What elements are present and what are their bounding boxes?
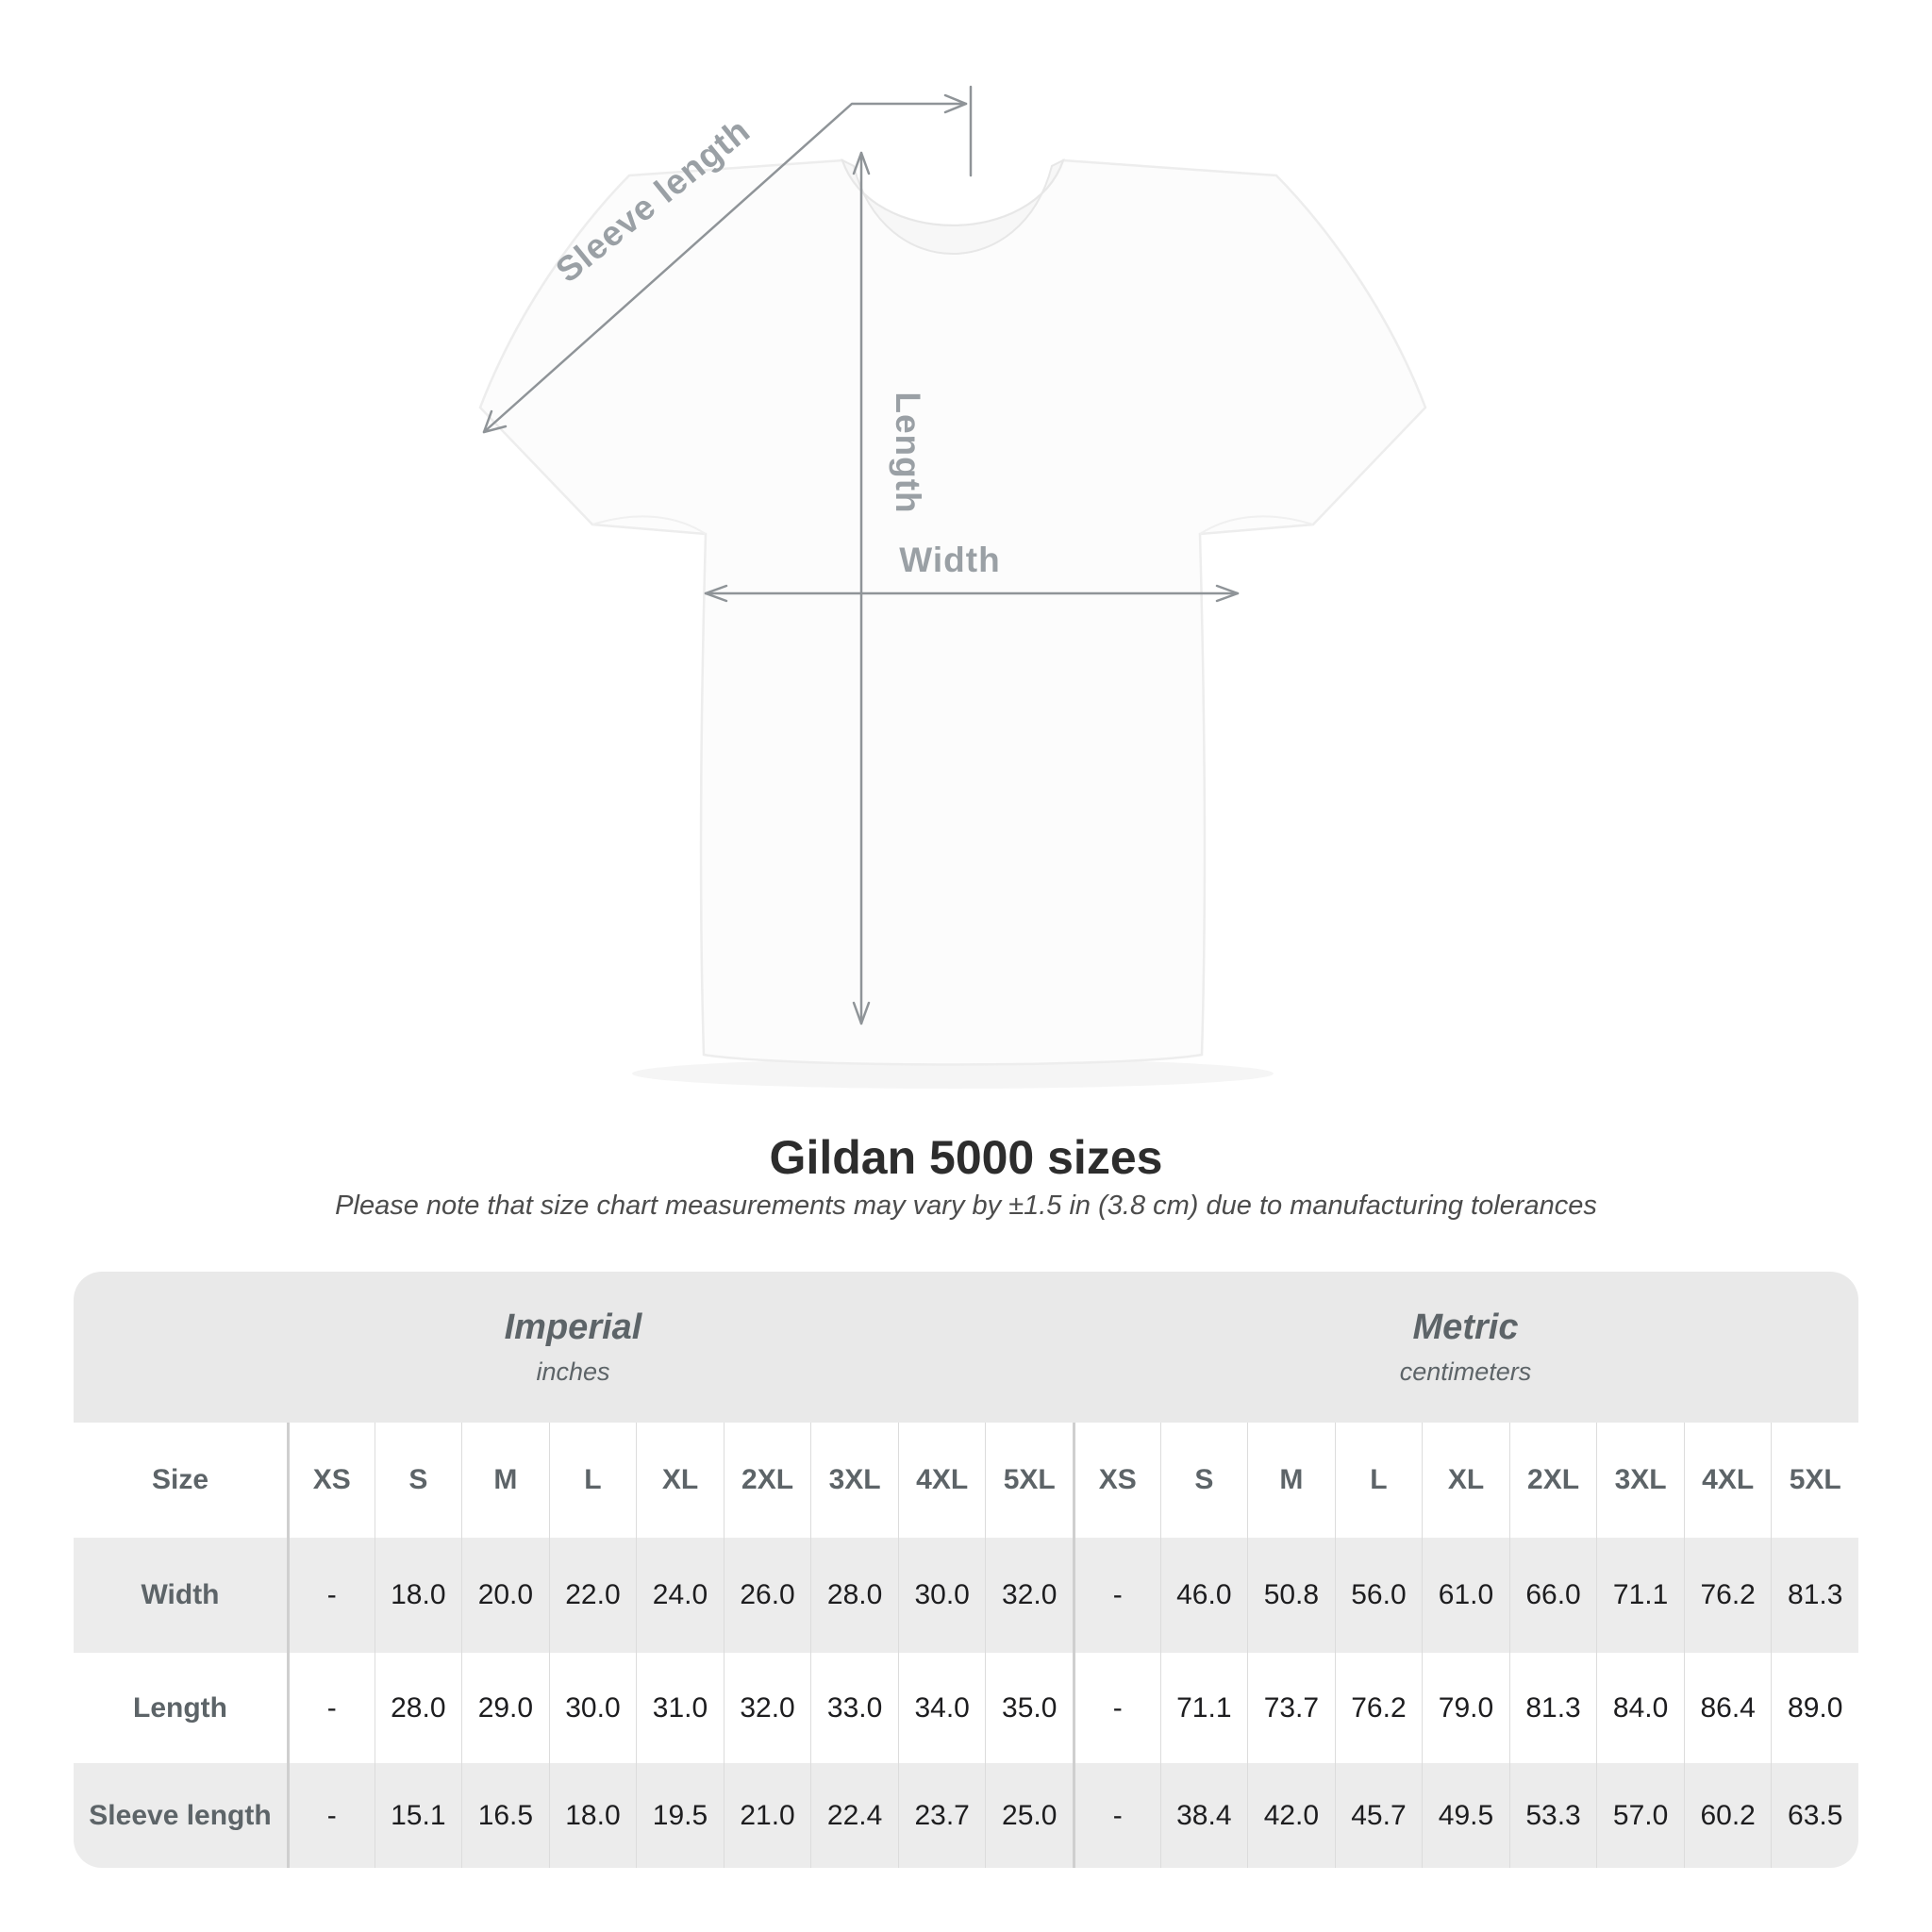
length-arrow: [852, 151, 871, 1025]
value-cell-imperial: 24.0: [636, 1538, 724, 1653]
value-cell-imperial: 29.0: [461, 1653, 549, 1763]
value-cell-metric: 81.3: [1508, 1653, 1597, 1763]
value-cell-imperial: 18.0: [548, 1763, 637, 1868]
value-cell-metric: 63.5: [1771, 1763, 1858, 1868]
value-cell-imperial: 32.0: [723, 1653, 811, 1763]
value-cell-metric: 76.2: [1334, 1653, 1423, 1763]
unit-group-header-row: Imperial inches Metric centimeters: [74, 1272, 1858, 1423]
tshirt-outline: [478, 158, 1427, 1066]
row-label: Length: [74, 1653, 287, 1763]
value-cell-imperial: 21.0: [723, 1763, 811, 1868]
value-cell-metric: 71.1: [1159, 1653, 1248, 1763]
value-cell-imperial: 15.1: [374, 1763, 462, 1868]
size-header-metric-4xl: 4XL: [1683, 1423, 1772, 1538]
size-header-metric-2xl: 2XL: [1508, 1423, 1597, 1538]
value-cell-metric: 84.0: [1596, 1653, 1684, 1763]
value-cell-metric: 56.0: [1334, 1538, 1423, 1653]
value-cell-metric: 53.3: [1508, 1763, 1597, 1868]
value-cell-metric: 38.4: [1159, 1763, 1248, 1868]
sleeve-length-arrow: [482, 85, 973, 434]
width-label: Width: [899, 541, 1000, 579]
value-cell-metric: 89.0: [1771, 1653, 1858, 1763]
value-cell-metric: 66.0: [1508, 1538, 1597, 1653]
size-header-imperial-4xl: 4XL: [897, 1423, 986, 1538]
size-header-imperial-s: S: [374, 1423, 462, 1538]
chart-title: Gildan 5000 sizes: [769, 1131, 1163, 1184]
value-cell-metric: 71.1: [1596, 1538, 1684, 1653]
value-cell-metric: 79.0: [1422, 1653, 1509, 1763]
imperial-group-header: Imperial inches: [74, 1272, 1073, 1423]
length-label: Length: [889, 391, 927, 513]
value-cell-imperial: 26.0: [723, 1538, 811, 1653]
value-cell-imperial: 30.0: [548, 1653, 637, 1763]
value-cell-imperial: 33.0: [810, 1653, 898, 1763]
size-header-imperial-3xl: 3XL: [810, 1423, 898, 1538]
value-cell-imperial: 30.0: [897, 1538, 986, 1653]
row-label: Sleeve length: [74, 1763, 287, 1868]
size-header-imperial-5xl: 5XL: [985, 1423, 1073, 1538]
value-cell-imperial: 28.0: [374, 1653, 462, 1763]
value-cell-imperial: -: [287, 1653, 375, 1763]
value-cell-metric: 81.3: [1771, 1538, 1858, 1653]
size-table-grid: Size XS S M L XL 2XL 3XL 4XL 5XL XS S M L XL 2XL 3XL 4XL 5…: [74, 1423, 1858, 1868]
value-cell-imperial: -: [287, 1763, 375, 1868]
size-header-metric-m: M: [1247, 1423, 1335, 1538]
value-cell-imperial: 34.0: [897, 1653, 986, 1763]
value-cell-metric: 46.0: [1159, 1538, 1248, 1653]
collar-band: [841, 158, 1065, 255]
size-header-metric-3xl: 3XL: [1596, 1423, 1684, 1538]
value-cell-metric: 76.2: [1683, 1538, 1772, 1653]
value-cell-imperial: 25.0: [985, 1763, 1073, 1868]
width-arrow: [704, 584, 1240, 603]
value-cell-metric: 50.8: [1247, 1538, 1335, 1653]
size-table: Imperial inches Metric centimeters Size X…: [74, 1272, 1858, 1868]
value-cell-imperial: 22.4: [810, 1763, 898, 1868]
value-cell-metric: 60.2: [1683, 1763, 1772, 1868]
value-cell-metric: 42.0: [1247, 1763, 1335, 1868]
value-cell-imperial: 35.0: [985, 1653, 1073, 1763]
size-header-metric-l: L: [1334, 1423, 1423, 1538]
value-cell-metric: 86.4: [1683, 1653, 1772, 1763]
value-cell-imperial: 22.0: [548, 1538, 637, 1653]
imperial-group-unit: inches: [536, 1357, 610, 1386]
value-cell-metric: 61.0: [1422, 1538, 1509, 1653]
size-header-imperial-l: L: [548, 1423, 637, 1538]
value-cell-imperial: -: [287, 1538, 375, 1653]
row-label: Width: [74, 1538, 287, 1653]
right-sleeve-seam: [1199, 515, 1314, 535]
size-header-metric-s: S: [1159, 1423, 1248, 1538]
value-cell-imperial: 16.5: [461, 1763, 549, 1868]
size-column-header: Size: [74, 1423, 287, 1538]
shirt-shadow: [632, 1058, 1274, 1089]
value-cell-imperial: 31.0: [636, 1653, 724, 1763]
size-header-metric-5xl: 5XL: [1771, 1423, 1858, 1538]
value-cell-imperial: 23.7: [897, 1763, 986, 1868]
metric-group-label: Metric: [1412, 1307, 1519, 1347]
value-cell-metric: -: [1073, 1763, 1160, 1868]
value-cell-metric: 45.7: [1334, 1763, 1423, 1868]
value-cell-metric: 57.0: [1596, 1763, 1684, 1868]
size-header-imperial-2xl: 2XL: [723, 1423, 811, 1538]
metric-group-unit: centimeters: [1399, 1357, 1532, 1386]
value-cell-metric: 49.5: [1422, 1763, 1509, 1868]
value-cell-metric: -: [1073, 1653, 1160, 1763]
size-header-metric-xs: XS: [1073, 1423, 1160, 1538]
value-cell-metric: 73.7: [1247, 1653, 1335, 1763]
value-cell-metric: -: [1073, 1538, 1160, 1653]
left-sleeve-seam: [591, 515, 707, 535]
size-header-imperial-xs: XS: [287, 1423, 375, 1538]
size-header-metric-xl: XL: [1422, 1423, 1509, 1538]
value-cell-imperial: 18.0: [374, 1538, 462, 1653]
value-cell-imperial: 20.0: [461, 1538, 549, 1653]
size-header-imperial-xl: XL: [636, 1423, 724, 1538]
imperial-group-label: Imperial: [504, 1307, 642, 1347]
size-header-imperial-m: M: [461, 1423, 549, 1538]
tshirt-measurement-diagram: Sleeve length Length Width: [478, 85, 1427, 1089]
metric-group-header: Metric centimeters: [1073, 1272, 1858, 1423]
chart-subtitle: Please note that size chart measurements…: [335, 1191, 1597, 1221]
value-cell-imperial: 32.0: [985, 1538, 1073, 1653]
value-cell-imperial: 28.0: [810, 1538, 898, 1653]
value-cell-imperial: 19.5: [636, 1763, 724, 1868]
